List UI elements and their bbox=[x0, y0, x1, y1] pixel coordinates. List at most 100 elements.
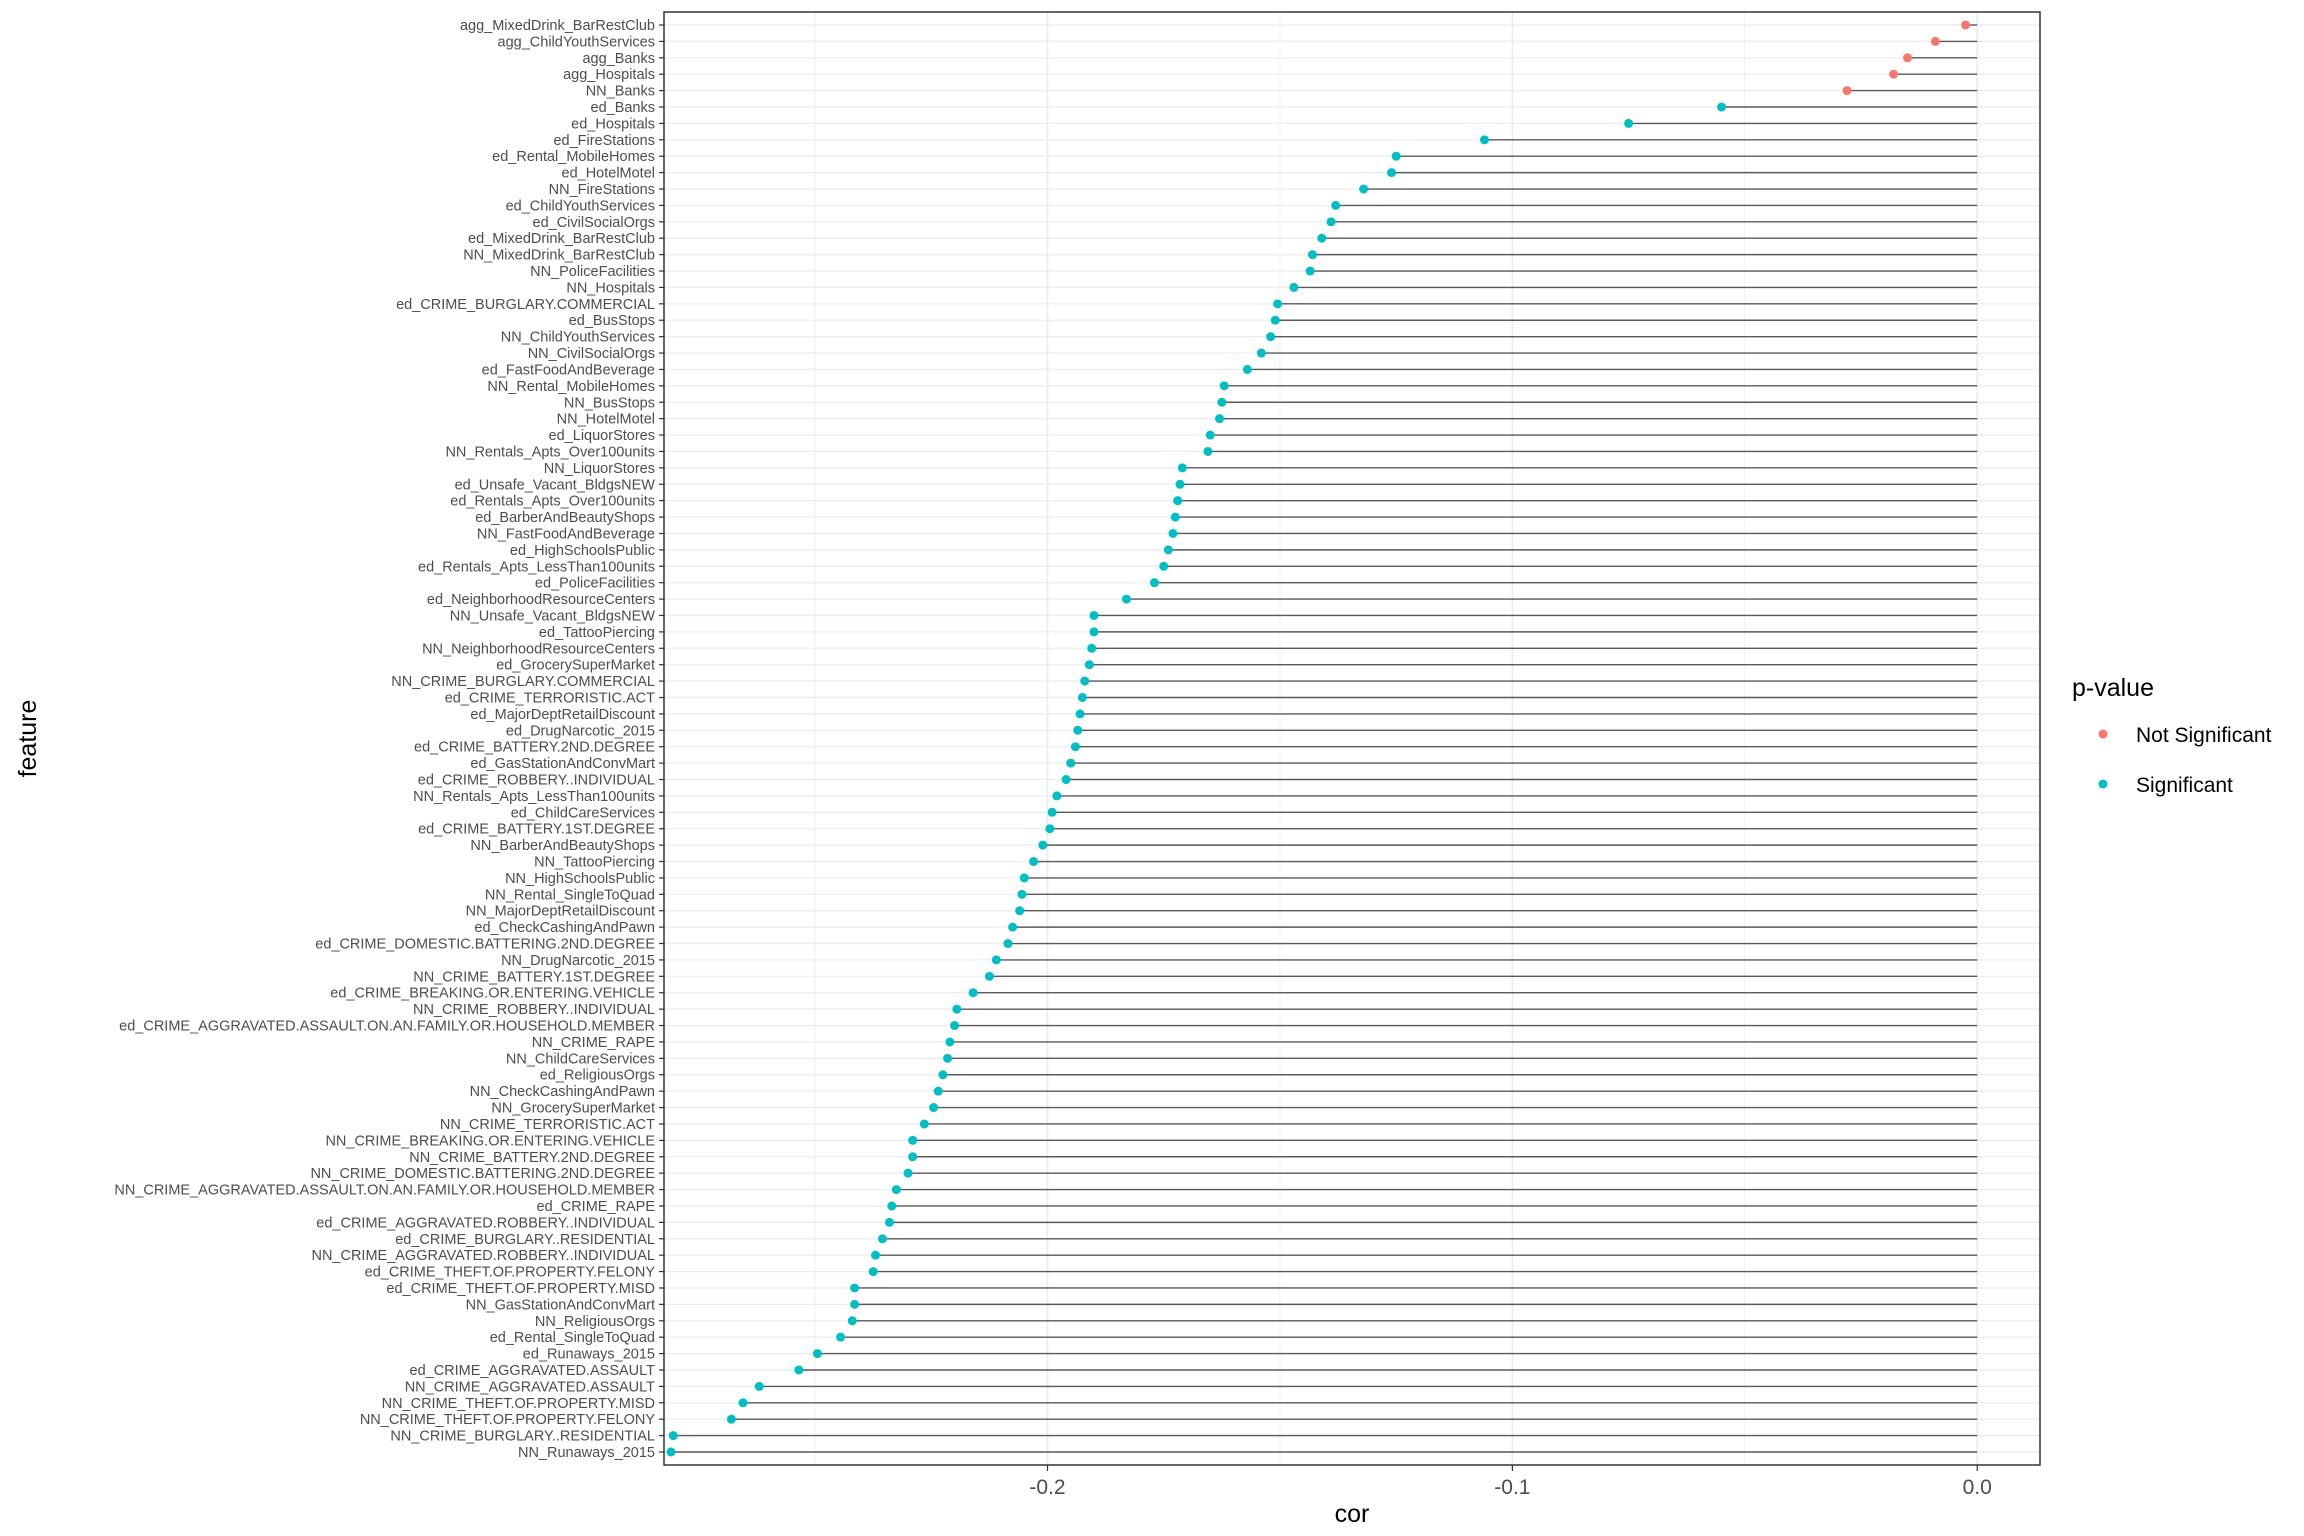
y-tick-label: ed_Unsafe_Vacant_BldgsNEW bbox=[455, 477, 656, 493]
y-tick-label: NN_HighSchoolsPublic bbox=[505, 871, 655, 887]
y-tick-label: ed_HotelMotel bbox=[562, 166, 656, 182]
data-point bbox=[1930, 36, 1940, 46]
y-tick-label: NN_CRIME_BURGLARY.COMMERCIAL bbox=[391, 674, 655, 690]
data-point bbox=[836, 1332, 846, 1342]
data-point bbox=[1170, 512, 1180, 522]
data-point bbox=[666, 1447, 676, 1457]
y-tick-label: ed_CheckCashingAndPawn bbox=[474, 920, 655, 936]
data-point bbox=[1149, 578, 1159, 588]
data-point bbox=[933, 1086, 943, 1096]
data-point bbox=[1624, 118, 1634, 128]
data-point bbox=[991, 955, 1001, 965]
y-tick-label: ed_Runaways_2015 bbox=[523, 1347, 655, 1363]
data-point bbox=[1075, 709, 1085, 719]
data-point bbox=[1038, 840, 1048, 850]
data-point bbox=[1019, 873, 1029, 883]
y-tick-label: ed_BarberAndBeautyShops bbox=[475, 510, 655, 526]
y-tick-label: ed_CRIME_AGGRAVATED.ASSAULT.ON.AN.FAMILY… bbox=[119, 1019, 655, 1035]
y-tick-label: NN_FastFoodAndBeverage bbox=[477, 526, 655, 542]
y-tick-label: NN_MajorDeptRetailDiscount bbox=[466, 904, 655, 920]
y-tick-label: NN_GrocerySuperMarket bbox=[491, 1101, 655, 1117]
data-point bbox=[884, 1217, 894, 1227]
y-tick-label: NN_CRIME_THEFT.OF.PROPERTY.FELONY bbox=[360, 1412, 655, 1428]
y-tick-label: NN_Rental_SingleToQuad bbox=[485, 887, 655, 903]
x-tick-label: -0.1 bbox=[1494, 1476, 1530, 1499]
y-tick-label: ed_GasStationAndConvMart bbox=[470, 756, 655, 772]
y-tick-label: NN_CivilSocialOrgs bbox=[528, 346, 655, 362]
y-tick-label: ed_CRIME_RAPE bbox=[537, 1199, 656, 1215]
y-tick-label: ed_Rental_MobileHomes bbox=[492, 149, 655, 165]
y-tick-label: ed_FastFoodAndBeverage bbox=[482, 362, 655, 378]
y-tick-label: ed_NeighborhoodResourceCenters bbox=[427, 592, 655, 608]
y-tick-label: NN_Runaways_2015 bbox=[518, 1445, 655, 1461]
data-point bbox=[1305, 266, 1315, 276]
lollipop-points bbox=[666, 20, 1971, 1457]
y-tick-label: agg_MixedDrink_BarRestClub bbox=[460, 18, 655, 34]
y-tick-label: agg_Banks bbox=[582, 51, 655, 67]
y-tick-label: ed_CRIME_THEFT.OF.PROPERTY.MISD bbox=[386, 1281, 655, 1297]
y-tick-label: NN_MixedDrink_BarRestClub bbox=[463, 248, 655, 264]
y-tick-label: NN_CRIME_AGGRAVATED.ASSAULT bbox=[405, 1379, 655, 1395]
y-tick-label: ed_CRIME_BATTERY.2ND.DEGREE bbox=[414, 740, 655, 756]
y-tick-label: ed_TattooPiercing bbox=[539, 625, 655, 641]
legend-key-significant bbox=[2098, 779, 2108, 789]
data-point bbox=[952, 1004, 962, 1014]
y-tick-label: NN_BarberAndBeautyShops bbox=[470, 838, 655, 854]
data-point bbox=[1052, 791, 1062, 801]
data-point bbox=[1273, 299, 1283, 309]
data-point bbox=[1003, 939, 1013, 949]
y-tick-label: ed_CRIME_DOMESTIC.BATTERING.2ND.DEGREE bbox=[315, 937, 655, 953]
plot-panel-border bbox=[663, 11, 2041, 1466]
data-point bbox=[1089, 627, 1099, 637]
y-tick-label: ed_Banks bbox=[591, 100, 656, 116]
data-point bbox=[1270, 315, 1280, 325]
data-point bbox=[1961, 20, 1971, 30]
y-tick-label: NN_CRIME_AGGRAVATED.ROBBERY..INDIVIDUAL bbox=[311, 1248, 655, 1264]
y-tick-label: NN_TattooPiercing bbox=[534, 855, 655, 871]
data-point bbox=[908, 1152, 918, 1162]
plot-panel bbox=[664, 12, 2040, 1465]
data-point bbox=[1177, 463, 1187, 473]
y-tick-label: NN_ChildCareServices bbox=[506, 1051, 655, 1067]
y-tick-label: ed_CivilSocialOrgs bbox=[533, 215, 656, 231]
data-point bbox=[1008, 922, 1018, 932]
y-tick-label: ed_HighSchoolsPublic bbox=[510, 543, 655, 559]
legend: p-value Not Significant Significant bbox=[2072, 674, 2272, 797]
y-tick-label: NN_Rentals_Apts_Over100units bbox=[445, 444, 655, 460]
data-point bbox=[1359, 184, 1369, 194]
data-point bbox=[1061, 775, 1071, 785]
data-point bbox=[850, 1299, 860, 1309]
data-point bbox=[1266, 332, 1276, 342]
data-point bbox=[938, 1070, 948, 1080]
data-point bbox=[1317, 233, 1327, 243]
data-point bbox=[919, 1119, 929, 1129]
y-tick-label: ed_CRIME_BURGLARY..RESIDENTIAL bbox=[395, 1232, 655, 1248]
y-tick-label: ed_ChildYouthServices bbox=[506, 198, 655, 214]
data-point bbox=[1168, 528, 1178, 538]
data-point bbox=[1717, 102, 1727, 112]
y-tick-label: NN_HotelMotel bbox=[557, 412, 655, 428]
legend-label-not-significant: Not Significant bbox=[2136, 724, 2272, 747]
data-point bbox=[794, 1365, 804, 1375]
y-tick-label: ed_Rentals_Apts_Over100units bbox=[450, 494, 655, 510]
data-point bbox=[1066, 758, 1076, 768]
y-tick-label: NN_CRIME_DOMESTIC.BATTERING.2ND.DEGREE bbox=[310, 1166, 655, 1182]
data-point bbox=[1015, 906, 1025, 916]
y-tick-label: ed_BusStops bbox=[569, 313, 655, 329]
y-tick-label: ed_CRIME_BATTERY.1ST.DEGREE bbox=[418, 822, 655, 838]
y-tick-label: NN_Hospitals bbox=[566, 280, 655, 296]
y-axis-title: feature bbox=[14, 700, 42, 778]
y-tick-label: NN_Unsafe_Vacant_BldgsNEW bbox=[450, 608, 656, 624]
data-point bbox=[1077, 692, 1087, 702]
data-point bbox=[1087, 643, 1097, 653]
data-point bbox=[1889, 69, 1899, 79]
data-point bbox=[812, 1349, 822, 1359]
y-tick-label: NN_CRIME_BREAKING.OR.ENTERING.VEHICLE bbox=[325, 1133, 655, 1149]
data-point bbox=[1122, 594, 1132, 604]
data-point bbox=[668, 1431, 678, 1441]
data-point bbox=[929, 1103, 939, 1113]
data-point bbox=[1391, 151, 1401, 161]
y-tick-label: ed_CRIME_TERRORISTIC.ACT bbox=[445, 690, 655, 706]
data-point bbox=[1017, 889, 1027, 899]
